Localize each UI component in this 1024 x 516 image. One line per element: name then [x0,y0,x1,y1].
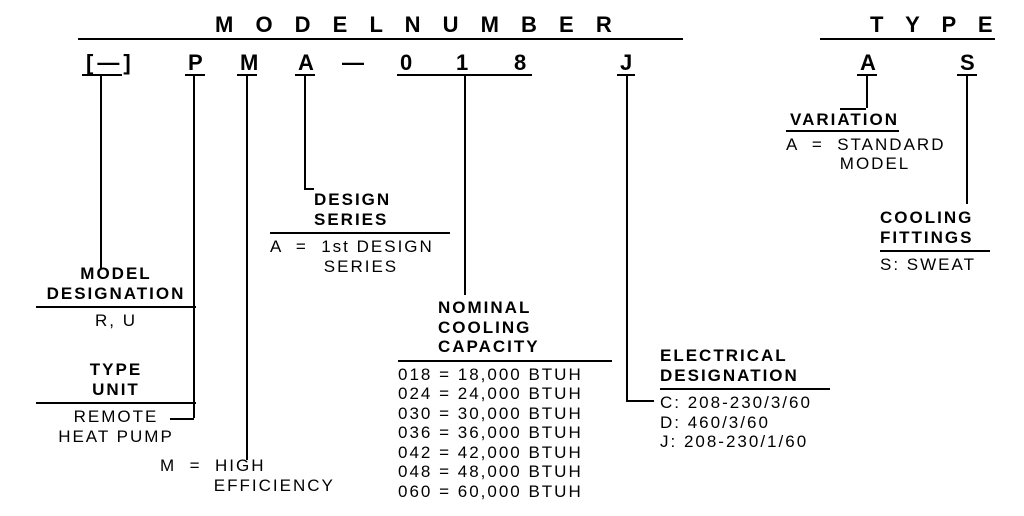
variation-title: VARIATION [786,110,899,132]
type-unit-title: TYPE UNIT [36,360,196,399]
block-nominal: NOMINAL COOLING CAPACITY 018 = 18,000 BT… [398,298,638,501]
electrical-line-0: C: 208-230/3/60 [660,393,880,413]
design-series-title: DESIGN SERIES [270,190,480,229]
hr-model [78,38,683,40]
code-underline-c2 [185,74,205,76]
code-c9: A [860,50,880,76]
nominal-line-2: 030 = 30,000 BTUH [398,404,638,424]
nominal-line-4: 042 = 42,000 BTUH [398,443,638,463]
model-designation-body: R, U [36,311,196,331]
design-series-body: A = 1st DESIGN SERIES [270,237,480,276]
nominal-line-0: 018 = 18,000 BTUH [398,365,638,385]
block-m-efficiency: M = HIGH EFFICIENCY [160,456,335,495]
nominal-line-1: 024 = 24,000 BTUH [398,384,638,404]
header-model-number: M O D E L N U M B E R [215,12,620,38]
nominal-line-5: 048 = 48,000 BTUH [398,462,638,482]
electrical-line-1: D: 460/3/60 [660,413,880,433]
leader-c1 [100,76,102,268]
nominal-title: NOMINAL COOLING CAPACITY [398,298,638,357]
code-c7: 8 [514,50,530,76]
code-c3: M [240,50,262,76]
connector-a [304,188,314,190]
block-model-designation: MODEL DESIGNATION R, U [36,264,196,331]
cooling-fittings-body: S: SWEAT [880,255,1010,275]
code-c10: S [960,50,979,76]
type-unit-body: REMOTE HEAT PUMP [36,407,196,446]
code-c4: A [298,50,318,76]
cooling-fittings-title: COOLING FITTINGS [880,208,1010,247]
code-c1: [—] [86,50,135,76]
hr-type [820,38,995,40]
nominal-line-6: 060 = 60,000 BTUH [398,482,638,502]
code-c5: 0 [400,50,416,76]
block-cooling-fittings: COOLING FITTINGS S: SWEAT [880,208,1010,275]
code-c6: 1 [456,50,472,76]
code-c2: P [188,50,207,76]
code-dash: — [342,50,368,76]
variation-body: A = STANDARD MODEL [786,135,986,174]
electrical-line-2: J: 208-230/1/60 [660,432,880,452]
nominal-lines: 018 = 18,000 BTUH024 = 24,000 BTUH030 = … [398,365,638,502]
connector-j [626,400,654,402]
electrical-lines: C: 208-230/3/60D: 460/3/60J: 208-230/1/6… [660,393,880,452]
code-underline-c1 [82,74,122,76]
connector-p [170,418,194,420]
leader-c9 [866,76,868,108]
block-electrical: ELECTRICAL DESIGNATION C: 208-230/3/60D:… [660,346,880,452]
block-variation: VARIATION A = STANDARD MODEL [786,110,986,174]
leader-c3 [246,76,248,460]
leader-c4 [304,76,306,188]
code-c8: J [620,50,636,76]
nominal-line-3: 036 = 36,000 BTUH [398,423,638,443]
connector-variation [840,108,866,110]
model-designation-title: MODEL DESIGNATION [36,264,196,303]
electrical-title: ELECTRICAL DESIGNATION [660,346,880,385]
block-design-series: DESIGN SERIES A = 1st DESIGN SERIES [270,190,480,276]
block-type-unit: TYPE UNIT REMOTE HEAT PUMP [36,360,196,446]
header-type: T Y P E [870,12,1001,38]
